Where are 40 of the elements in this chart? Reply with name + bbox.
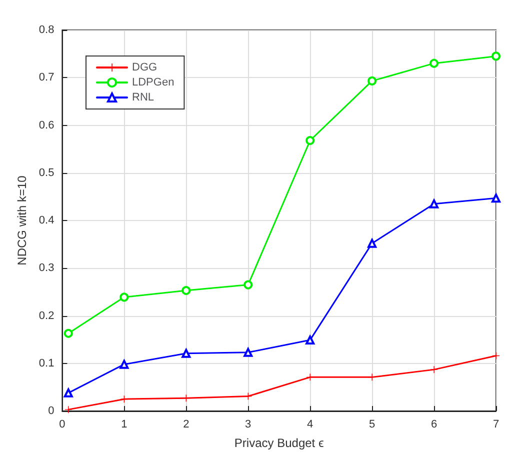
point — [492, 352, 500, 360]
point — [492, 194, 500, 203]
y-tick-label: 0.7 — [38, 72, 54, 84]
point — [492, 52, 500, 61]
legend-label: RNL — [132, 92, 154, 104]
x-axis-title: Privacy Budget ϵ — [234, 436, 324, 450]
point — [64, 406, 72, 414]
point — [306, 136, 315, 145]
x-tick-label: 2 — [183, 418, 190, 430]
x-tick-label: 1 — [121, 418, 128, 430]
point — [182, 348, 191, 358]
point — [430, 366, 438, 374]
y-tick-label: 0.5 — [38, 166, 54, 179]
y-tick-label: 0.3 — [38, 262, 54, 274]
point — [120, 292, 129, 302]
point — [120, 360, 129, 369]
y-tick-label: 0.6 — [38, 119, 54, 132]
legend-label: DGG — [132, 62, 158, 74]
y-tick-label: 0.2 — [38, 310, 54, 322]
x-tick-label: 5 — [368, 418, 376, 430]
point — [244, 348, 253, 357]
x-tick-label: 7 — [492, 418, 500, 430]
y-tick-label: 0 — [48, 405, 54, 417]
y-tick-label: 0.1 — [38, 357, 54, 370]
y-tick-label: 0.4 — [38, 214, 54, 226]
point — [368, 238, 377, 248]
x-tick-label: 6 — [430, 418, 438, 430]
x-tick-label: 0 — [59, 418, 66, 430]
x-tick-label: 4 — [307, 418, 314, 430]
point — [182, 286, 191, 296]
point — [368, 76, 377, 86]
point — [244, 280, 253, 290]
point — [430, 58, 439, 68]
legend-label: LDPGen — [132, 76, 174, 88]
x-tick-label: 3 — [245, 418, 252, 430]
y-axis-title: NDCG with k=10 — [15, 175, 29, 266]
y-tick-label: 0.8 — [38, 24, 54, 36]
point — [64, 388, 73, 398]
point — [64, 328, 73, 338]
point — [430, 199, 439, 208]
